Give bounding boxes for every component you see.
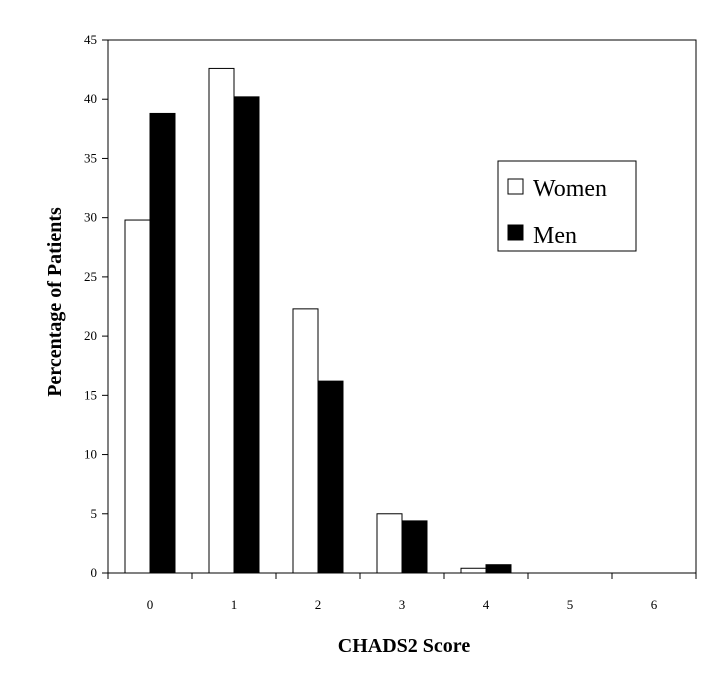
bars-group bbox=[124, 67, 512, 574]
y-tick-label: 35 bbox=[84, 150, 97, 165]
bar-women-2 bbox=[292, 308, 319, 574]
x-axis-title: CHADS2 Score bbox=[338, 635, 471, 657]
bar-men-1 bbox=[233, 96, 260, 574]
x-tick-label: 2 bbox=[315, 597, 322, 612]
bar-women-3 bbox=[376, 513, 403, 574]
y-tick-label: 10 bbox=[84, 447, 97, 462]
y-tick-label: 40 bbox=[84, 91, 97, 106]
y-tick-label: 15 bbox=[84, 387, 97, 402]
legend-swatch-men bbox=[507, 224, 524, 241]
legend: Women Men bbox=[497, 160, 637, 252]
bar-women-0 bbox=[124, 219, 151, 574]
bar-women-4 bbox=[460, 567, 487, 574]
bar-men-0 bbox=[149, 112, 176, 574]
legend-label-men: Men bbox=[533, 223, 577, 249]
legend-swatch-women bbox=[507, 178, 524, 195]
x-axis: 0 1 2 3 4 5 6 bbox=[107, 573, 697, 612]
bar-men-4 bbox=[485, 564, 512, 574]
y-axis-title: Percentage of Patients bbox=[44, 207, 66, 397]
y-tick-label: 45 bbox=[84, 32, 97, 47]
y-tick-label: 30 bbox=[84, 210, 97, 225]
bar-women-1 bbox=[208, 67, 235, 574]
legend-label-women: Women bbox=[533, 176, 607, 202]
x-tick-label: 5 bbox=[567, 597, 574, 612]
x-tick-label: 4 bbox=[483, 597, 490, 612]
y-tick-label: 20 bbox=[84, 328, 97, 343]
x-tick-label: 6 bbox=[651, 597, 658, 612]
x-tick-label: 0 bbox=[147, 597, 154, 612]
x-tick-label: 3 bbox=[399, 597, 406, 612]
y-axis: 0 5 10 15 20 25 30 35 40 45 bbox=[84, 32, 108, 580]
plot-area bbox=[107, 39, 697, 574]
y-tick-label: 5 bbox=[91, 506, 98, 521]
bar-men-3 bbox=[401, 520, 428, 574]
bar-men-2 bbox=[317, 380, 344, 574]
x-tick-label: 1 bbox=[231, 597, 238, 612]
y-tick-label: 25 bbox=[84, 269, 97, 284]
y-tick-label: 0 bbox=[91, 565, 98, 580]
